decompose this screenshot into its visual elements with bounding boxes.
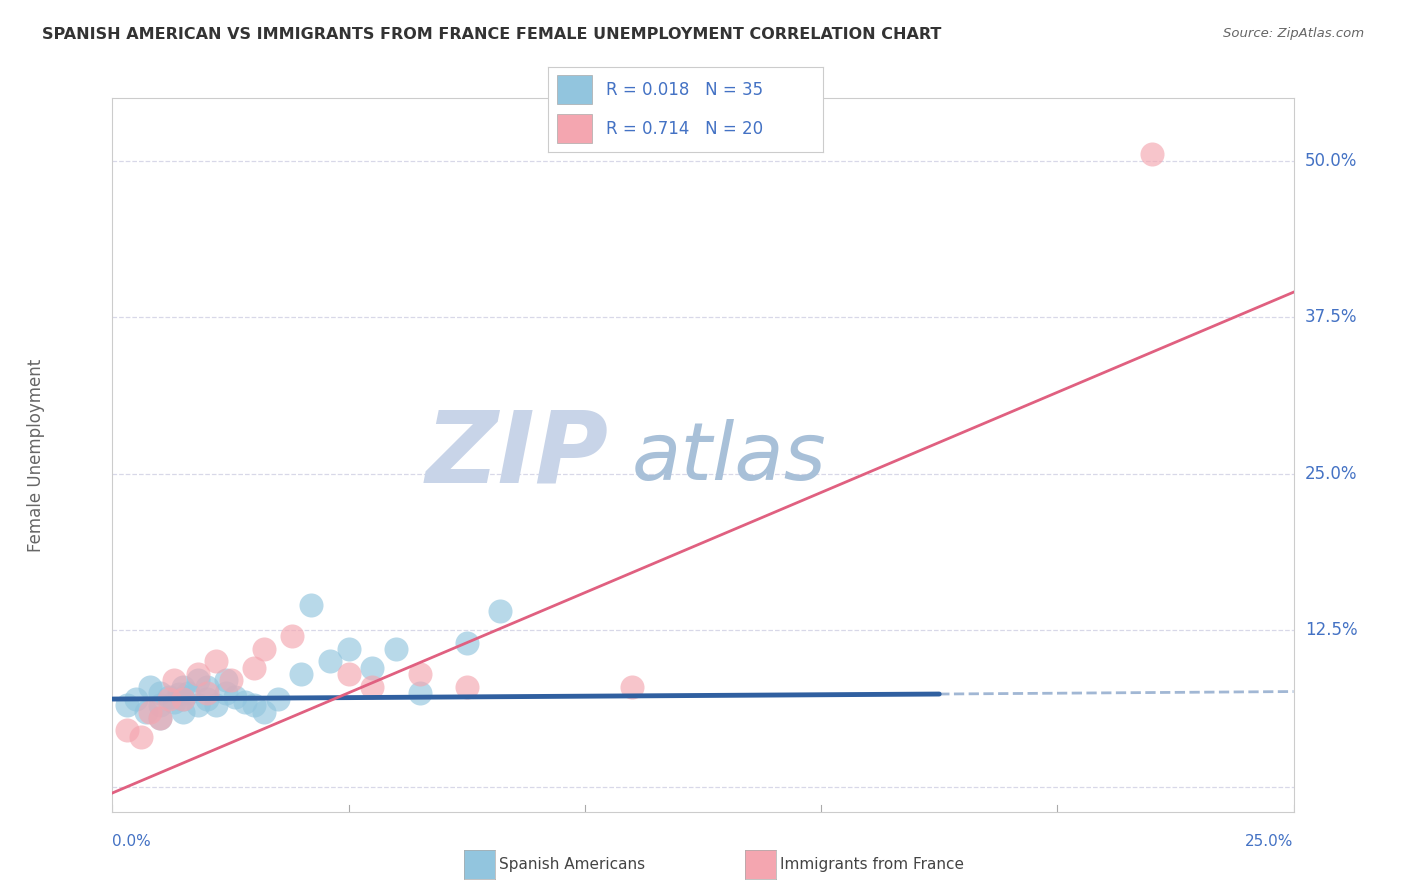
Text: SPANISH AMERICAN VS IMMIGRANTS FROM FRANCE FEMALE UNEMPLOYMENT CORRELATION CHART: SPANISH AMERICAN VS IMMIGRANTS FROM FRAN… [42,27,942,42]
Point [195,686,218,700]
Point [157,690,180,704]
Point [456,636,478,650]
Text: Female Unemployment: Female Unemployment [27,359,45,551]
Point [233,694,256,708]
Point [149,698,172,713]
Point [157,692,180,706]
Bar [557,76,592,104]
Point [139,680,162,694]
Point [299,598,322,612]
Text: ZIP: ZIP [426,407,609,503]
Point [163,673,186,688]
Point [408,686,430,700]
Point [205,698,228,713]
Text: Immigrants from France: Immigrants from France [780,857,965,871]
Text: R = 0.714   N = 20: R = 0.714 N = 20 [606,120,763,137]
Point [456,680,478,694]
Point [149,686,172,700]
Point [129,730,152,744]
Point [267,692,290,706]
Text: 25.0%: 25.0% [1305,465,1357,483]
Point [115,698,138,713]
Point [224,690,246,704]
Point [115,723,138,738]
Point [172,680,194,694]
Point [253,642,276,657]
Point [215,673,238,688]
Point [215,686,238,700]
Point [172,705,194,719]
Point [186,673,208,688]
Text: 12.5%: 12.5% [1305,621,1357,640]
Point [172,692,194,706]
Text: atlas: atlas [633,419,827,498]
Point [385,642,408,657]
Point [281,630,304,644]
Point [186,667,208,681]
Point [243,698,266,713]
Point [195,680,218,694]
Point [408,667,430,681]
Text: R = 0.018   N = 35: R = 0.018 N = 35 [606,81,763,99]
Point [361,661,384,675]
Point [361,680,384,694]
Text: Source: ZipAtlas.com: Source: ZipAtlas.com [1223,27,1364,40]
Point [186,698,208,713]
Point [337,642,360,657]
Point [621,680,644,694]
Text: 37.5%: 37.5% [1305,309,1357,326]
Point [139,705,162,719]
Point [319,655,342,669]
Point [219,673,242,688]
Point [149,711,172,725]
Point [125,692,148,706]
Point [489,604,512,618]
Point [195,692,218,706]
Point [163,694,186,708]
Point [135,705,157,719]
Point [172,692,194,706]
Point [290,667,312,681]
Point [205,655,228,669]
Point [149,711,172,725]
Point [337,667,360,681]
Point [253,705,276,719]
Point [1140,147,1163,161]
Text: Spanish Americans: Spanish Americans [499,857,645,871]
Point [167,687,190,701]
Point [177,686,200,700]
Text: 0.0%: 0.0% [112,834,152,849]
Point [243,661,266,675]
Text: 25.0%: 25.0% [1246,834,1294,849]
Text: 50.0%: 50.0% [1305,152,1357,169]
Bar [557,114,592,143]
